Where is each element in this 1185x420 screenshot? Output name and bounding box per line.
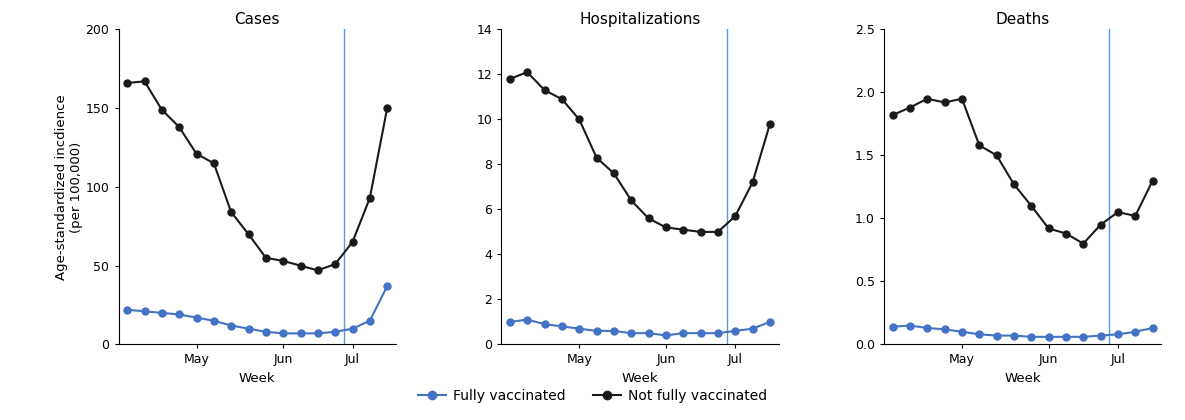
Legend: Fully vaccinated, Not fully vaccinated: Fully vaccinated, Not fully vaccinated (412, 384, 773, 409)
Y-axis label: Age-standardized incdience
(per 100,000): Age-standardized incdience (per 100,000) (55, 94, 83, 280)
X-axis label: Week: Week (1005, 372, 1040, 385)
X-axis label: Week: Week (239, 372, 275, 385)
Title: Deaths: Deaths (995, 12, 1050, 27)
Title: Hospitalizations: Hospitalizations (579, 12, 700, 27)
Title: Cases: Cases (235, 12, 280, 27)
X-axis label: Week: Week (622, 372, 658, 385)
